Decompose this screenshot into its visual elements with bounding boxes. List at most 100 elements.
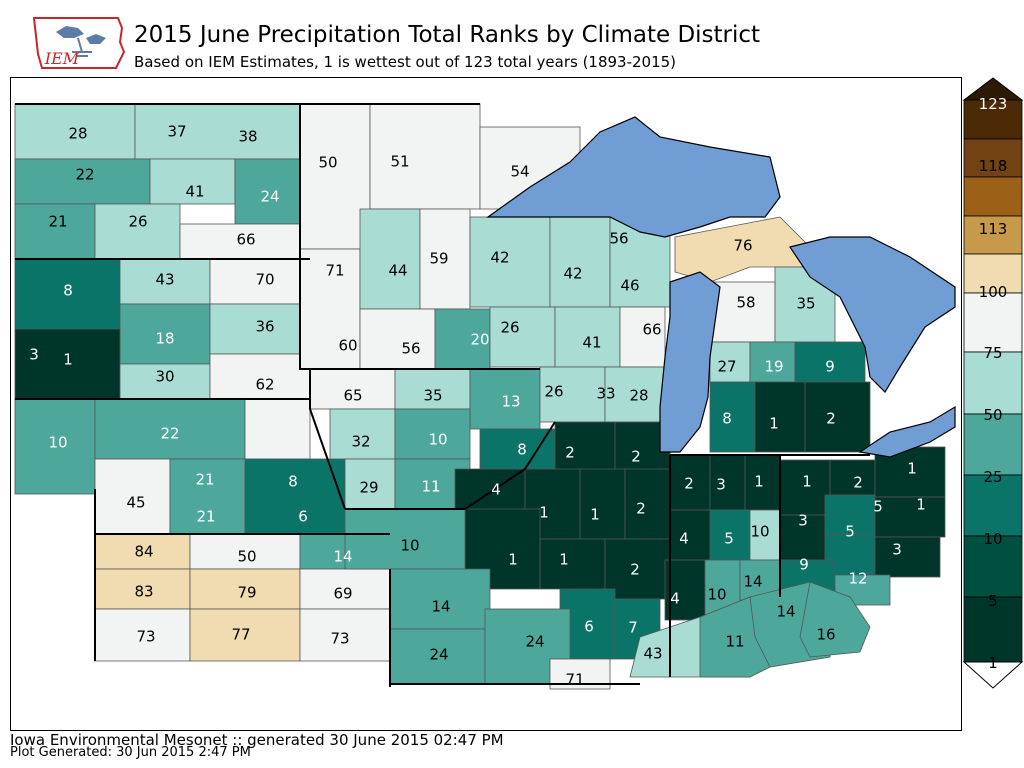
district-rank-label: 1 [916,496,926,514]
district-rank-label: 2 [565,444,575,462]
district-regions [14,103,946,690]
district-rank-label: 4 [670,590,680,608]
district-region [14,258,121,330]
district-rank-label: 21 [48,213,67,231]
district-rank-label: 50 [237,548,256,566]
district-rank-label: 62 [255,376,274,394]
district-rank-label: 1 [769,415,779,433]
district-rank-label: 16 [816,626,835,644]
district-rank-label: 43 [155,271,174,289]
district-rank-label: 14 [333,548,352,566]
colorbar: 1 5 10 25 50 75 100 113 118 123 [962,77,1024,689]
district-region [779,459,831,516]
district-region [359,308,436,370]
district-rank-label: 71 [325,262,344,280]
district-rank-label: 33 [596,385,615,403]
district-rank-label: 46 [620,277,639,295]
district-rank-label: 56 [609,230,628,248]
district-rank-label: 1 [559,551,569,569]
district-region [469,368,541,430]
district-region [664,559,706,621]
district-region [709,381,756,453]
district-rank-label: 2 [853,474,863,492]
district-rank-label: 32 [351,433,370,451]
district-rank-label: 8 [63,282,73,300]
district-region [749,509,781,561]
district-rank-label: 2 [684,475,694,493]
colorbar-bin [963,413,1023,476]
district-region [359,208,421,310]
district-rank-label: 9 [825,358,835,376]
district-region [794,341,866,383]
district-rank-label: 50 [318,154,337,172]
lake-erie [858,405,956,458]
district-region [234,158,301,225]
district-region [669,509,711,561]
colorbar-min-arrow [962,661,1024,689]
colorbar-ticks: 1 5 10 25 50 75 100 113 118 123 [979,95,1008,672]
district-rank-label: 14 [776,603,795,621]
district-rank-label: 3 [892,541,902,559]
climate-district-map: 28 37 38 22 41 24 21 26 66 8 43 70 18 36… [10,77,962,731]
district-rank-label: 45 [126,494,145,512]
district-region [189,533,301,570]
district-rank-label: 3 [798,512,808,530]
district-rank-label: 24 [429,646,448,664]
district-region [299,568,391,610]
district-region [94,203,181,260]
district-rank-label: 9 [799,556,809,574]
district-region [419,208,471,310]
district-region [14,103,136,160]
district-region [744,454,781,511]
district-region [604,538,671,600]
district-rank-label: 43 [643,645,662,663]
colorbar-tick: 100 [979,283,1008,301]
district-rank-label: 3 [716,476,726,494]
district-rank-label: 13 [501,393,520,411]
district-rank-label: 11 [725,633,744,651]
district-rank-label: 42 [563,265,582,283]
district-rank-label: 14 [431,598,450,616]
district-region [169,458,246,535]
district-region [624,468,671,540]
logo-text: IEM [44,49,80,68]
district-region [94,398,246,460]
page-title: 2015 June Precipitation Total Ranks by C… [134,22,761,48]
district-region [479,428,556,470]
lake-superior [486,116,781,238]
district-region [14,158,151,205]
district-rank-label: 83 [134,583,153,601]
district-rank-label: 10 [750,523,769,541]
district-region [149,158,236,205]
colorbar-bin [963,535,1023,598]
district-region [749,341,796,383]
district-region [874,536,941,578]
great-lakes [486,116,956,458]
lake-michigan [659,271,721,453]
district-rank-label: 79 [237,584,256,602]
district-rank-label: 58 [736,294,755,312]
district-region [389,568,491,630]
district-region [344,508,466,570]
district-region [344,458,396,510]
district-region [394,408,471,460]
district-region [709,509,751,561]
district-region [539,366,606,423]
district-rank-label: 1 [754,473,764,491]
district-rank-label: 5 [873,498,883,516]
rank-labels: 28 37 38 22 41 24 21 26 66 8 43 70 18 36… [29,123,926,689]
colorbar-bins [963,99,1023,663]
district-rank-label: 26 [128,213,147,231]
footer-plot-generated-text: Plot Generated: 30 Jun 2015 2:47 PM [10,745,251,760]
district-rank-label: 66 [236,231,255,249]
district-region [619,306,666,368]
page-subtitle: Based on IEM Estimates, 1 is wettest out… [134,53,677,71]
district-region [134,103,301,160]
colorbar-bin [963,138,1023,178]
district-rank-label: 8 [722,410,732,428]
footer-generated-text: Iowa Environmental Mesonet :: generated … [10,731,504,749]
district-region [489,306,556,368]
colorbar-tick: 118 [979,157,1008,175]
district-rank-label: 65 [343,387,362,405]
district-rank-label: 84 [134,543,153,561]
